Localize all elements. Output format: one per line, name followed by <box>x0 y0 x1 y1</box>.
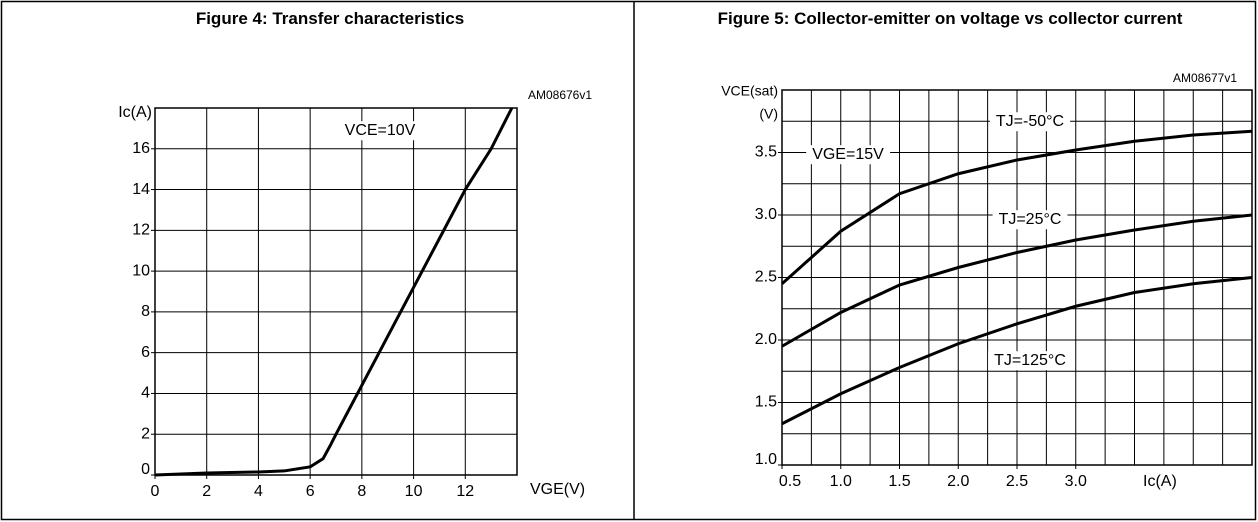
y-tick-label: 14 <box>132 181 150 198</box>
y-axis-label: Ic(A) <box>118 104 152 121</box>
x-tick-label: 4 <box>254 483 263 500</box>
x-tick-label: 6 <box>306 483 315 500</box>
series-label: TJ=125°C <box>994 352 1066 369</box>
y-tick-label: 8 <box>141 303 150 320</box>
x-tick-label: 2.5 <box>1006 473 1028 490</box>
x-tick-label: 8 <box>357 483 366 500</box>
series-label-bg <box>988 351 1072 371</box>
y-tick-label: 2.0 <box>755 331 777 348</box>
y-tick-label: 1.0 <box>755 451 777 468</box>
y-tick-label: 12 <box>132 222 150 239</box>
x-tick-label: 0.5 <box>779 473 801 490</box>
series-label-bg <box>989 112 1071 132</box>
curve <box>781 213 1253 348</box>
y-tick-label: 1.5 <box>755 394 777 411</box>
y-tick-label: 0 <box>141 461 150 478</box>
y-tick-label: 3.5 <box>755 144 777 161</box>
series-label: TJ=-50°C <box>996 113 1064 130</box>
series-label-bg <box>992 210 1068 230</box>
y-tick-label: 16 <box>132 140 150 157</box>
y-tick-label: 3.0 <box>755 206 777 223</box>
x-axis-label: VGE(V) <box>530 481 585 498</box>
y-tick-label: 2 <box>141 425 150 442</box>
series-label: TJ=25°C <box>999 211 1062 228</box>
annotation-bg <box>338 121 422 141</box>
curve <box>781 276 1253 426</box>
x-tick-label: 0 <box>151 483 160 500</box>
y-tick-label: 6 <box>141 344 150 361</box>
x-tick-label: 10 <box>405 483 423 500</box>
x-tick-label: 2 <box>202 483 211 500</box>
curve <box>154 107 514 477</box>
x-tick-label: 12 <box>456 483 474 500</box>
y-axis-label: VCE(sat) <box>721 83 778 99</box>
annotation: VCE=10V <box>345 122 416 139</box>
y-tick-label: 2.5 <box>755 269 777 286</box>
chart-title: Figure 5: Collector-emitter on voltage v… <box>717 9 1183 28</box>
curve <box>781 129 1253 285</box>
x-tick-label: 1.0 <box>830 473 852 490</box>
y-axis-label: (V) <box>759 106 778 122</box>
x-tick-label: 2.0 <box>947 473 969 490</box>
x-axis-label: Ic(A) <box>1143 473 1177 490</box>
y-tick-label: 4 <box>141 385 150 402</box>
x-tick-label: 1.5 <box>888 473 910 490</box>
plot-frame <box>154 107 518 476</box>
annotation-bg <box>806 145 891 165</box>
x-tick-label: 3.0 <box>1065 473 1087 490</box>
figure-code: AM08676v1 <box>528 88 592 102</box>
y-tick-label: 10 <box>132 262 150 279</box>
chart-title: Figure 4: Transfer characteristics <box>195 9 465 28</box>
annotation: VGE=15V <box>812 146 884 163</box>
figure-code: AM08677v1 <box>1173 71 1237 85</box>
